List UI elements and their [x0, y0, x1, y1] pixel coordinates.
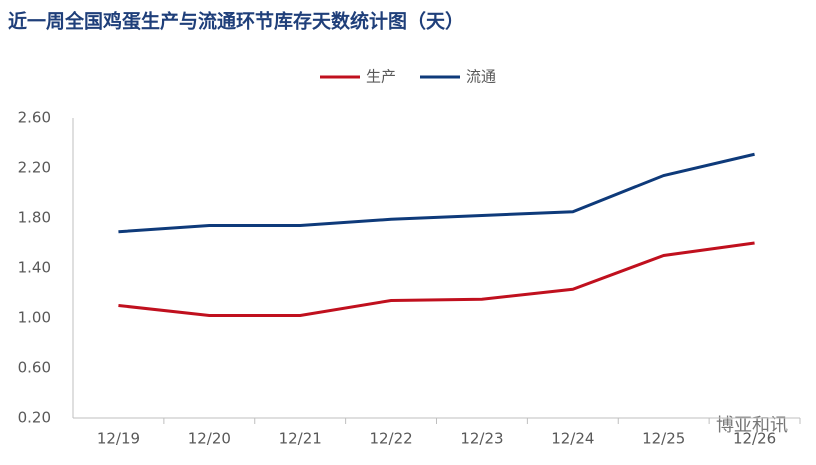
y-tick-label: 1.00 — [18, 309, 51, 327]
x-tick-label: 12/21 — [279, 430, 322, 448]
x-tick-label: 12/26 — [733, 430, 776, 448]
y-tick-label: 0.20 — [18, 409, 51, 427]
legend-label: 流通 — [466, 68, 496, 86]
x-tick-label: 12/19 — [97, 430, 140, 448]
watermark: 博亚和讯 — [716, 415, 788, 436]
x-tick-label: 12/20 — [188, 430, 231, 448]
y-tick-label: 1.40 — [18, 259, 51, 277]
chart-title: 近一周全国鸡蛋生产与流通环节库存天数统计图（天） — [8, 10, 464, 33]
x-tick-label: 12/25 — [642, 430, 685, 448]
x-tick-label: 12/24 — [551, 430, 594, 448]
y-tick-label: 2.60 — [18, 109, 51, 127]
legend-label: 生产 — [366, 68, 396, 86]
x-tick-label: 12/22 — [369, 430, 412, 448]
y-tick-label: 2.20 — [18, 159, 51, 177]
y-tick-label: 1.80 — [18, 209, 51, 227]
x-tick-label: 12/23 — [460, 430, 503, 448]
y-tick-label: 0.60 — [18, 359, 51, 377]
series-line — [118, 152, 755, 234]
series-line — [118, 241, 755, 317]
